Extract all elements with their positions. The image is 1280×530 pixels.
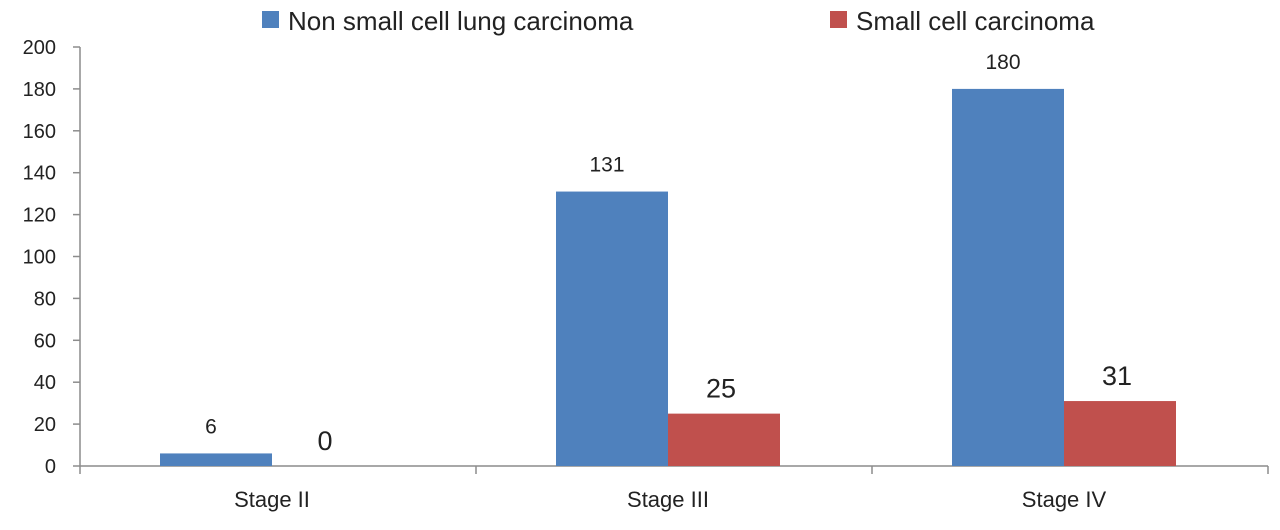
y-tick-label: 80 (34, 288, 56, 310)
data-labels: 6 0 131 25 180 31 (205, 51, 1132, 456)
x-tick-label: Stage IV (1022, 487, 1107, 512)
y-tick-label: 40 (34, 372, 56, 394)
y-tick-label: 140 (23, 163, 56, 185)
y-tick-label: 100 (23, 247, 56, 269)
bar (160, 453, 272, 466)
legend: Non small cell lung carcinoma Small cell … (262, 6, 1095, 36)
data-label: 25 (706, 374, 736, 404)
data-label: 31 (1102, 361, 1132, 391)
y-tick-label: 20 (34, 414, 56, 436)
x-tick-label: Stage III (627, 487, 709, 512)
bar (1064, 401, 1176, 466)
legend-label: Small cell carcinoma (856, 6, 1095, 36)
y-tick-label: 0 (45, 456, 56, 478)
x-tick-label: Stage II (234, 487, 310, 512)
y-tick-label: 200 (23, 37, 56, 59)
legend-swatch (830, 11, 847, 28)
data-label: 0 (317, 426, 332, 456)
data-label: 6 (205, 415, 217, 438)
bar (668, 413, 780, 466)
y-tick-label: 120 (23, 205, 56, 227)
y-tick-label: 180 (23, 79, 56, 101)
data-label: 180 (985, 51, 1020, 74)
bars (160, 88, 1176, 467)
legend-swatch (262, 11, 279, 28)
data-label: 131 (589, 154, 624, 177)
bar (556, 191, 668, 466)
y-tick-label: 60 (34, 330, 56, 352)
y-tick-label: 160 (23, 121, 56, 143)
legend-label: Non small cell lung carcinoma (288, 6, 634, 36)
bar (952, 88, 1064, 467)
